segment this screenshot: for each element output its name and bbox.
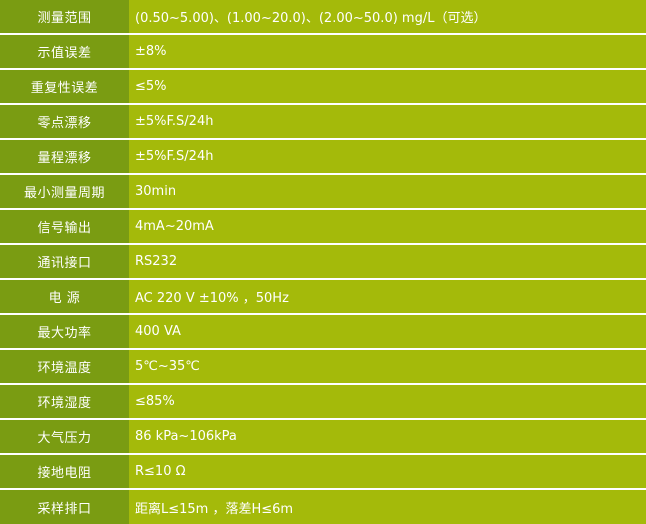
spec-label: 电 源 (0, 280, 129, 313)
table-row: 最大功率 400 VA (0, 315, 646, 350)
spec-label: 重复性误差 (0, 70, 129, 103)
spec-value: 距离L≤15m ，落差H≤6m (129, 490, 646, 524)
table-row: 量程漂移 ±5%F.S/24h (0, 140, 646, 175)
table-row: 示值误差 ±8% (0, 35, 646, 70)
table-row: 测量范围 (0.50~5.00)、(1.00~20.0)、(2.00~50.0)… (0, 0, 646, 35)
table-row: 电 源 AC 220 V ±10% ，50Hz (0, 280, 646, 315)
spec-value: ±5%F.S/24h (129, 105, 646, 138)
spec-value: 400 VA (129, 315, 646, 348)
spec-label: 大气压力 (0, 420, 129, 453)
spec-value: R≤10 Ω (129, 455, 646, 488)
spec-value: ≤5% (129, 70, 646, 103)
spec-value: (0.50~5.00)、(1.00~20.0)、(2.00~50.0) mg/L… (129, 0, 646, 33)
spec-label: 示值误差 (0, 35, 129, 68)
spec-value: ±8% (129, 35, 646, 68)
spec-value: 30min (129, 175, 646, 208)
spec-label: 零点漂移 (0, 105, 129, 138)
table-row: 信号输出 4mA~20mA (0, 210, 646, 245)
spec-label: 通讯接口 (0, 245, 129, 278)
spec-value: ±5%F.S/24h (129, 140, 646, 173)
table-row: 采样排口 距离L≤15m ，落差H≤6m (0, 490, 646, 524)
table-row: 零点漂移 ±5%F.S/24h (0, 105, 646, 140)
spec-value: 4mA~20mA (129, 210, 646, 243)
spec-label: 信号输出 (0, 210, 129, 243)
table-row: 大气压力 86 kPa~106kPa (0, 420, 646, 455)
spec-label: 采样排口 (0, 490, 129, 524)
spec-value: AC 220 V ±10% ，50Hz (129, 280, 646, 313)
spec-label: 环境湿度 (0, 385, 129, 418)
spec-label: 测量范围 (0, 0, 129, 33)
table-row: 环境温度 5℃~35℃ (0, 350, 646, 385)
spec-value: 5℃~35℃ (129, 350, 646, 383)
spec-label: 量程漂移 (0, 140, 129, 173)
table-row: 通讯接口 RS232 (0, 245, 646, 280)
spec-label: 接地电阻 (0, 455, 129, 488)
spec-label: 最小测量周期 (0, 175, 129, 208)
spec-value: ≤85% (129, 385, 646, 418)
table-row: 环境湿度 ≤85% (0, 385, 646, 420)
table-row: 重复性误差 ≤5% (0, 70, 646, 105)
table-row: 接地电阻 R≤10 Ω (0, 455, 646, 490)
spec-value: 86 kPa~106kPa (129, 420, 646, 453)
spec-label: 环境温度 (0, 350, 129, 383)
spec-label: 最大功率 (0, 315, 129, 348)
spec-value: RS232 (129, 245, 646, 278)
table-row: 最小测量周期 30min (0, 175, 646, 210)
